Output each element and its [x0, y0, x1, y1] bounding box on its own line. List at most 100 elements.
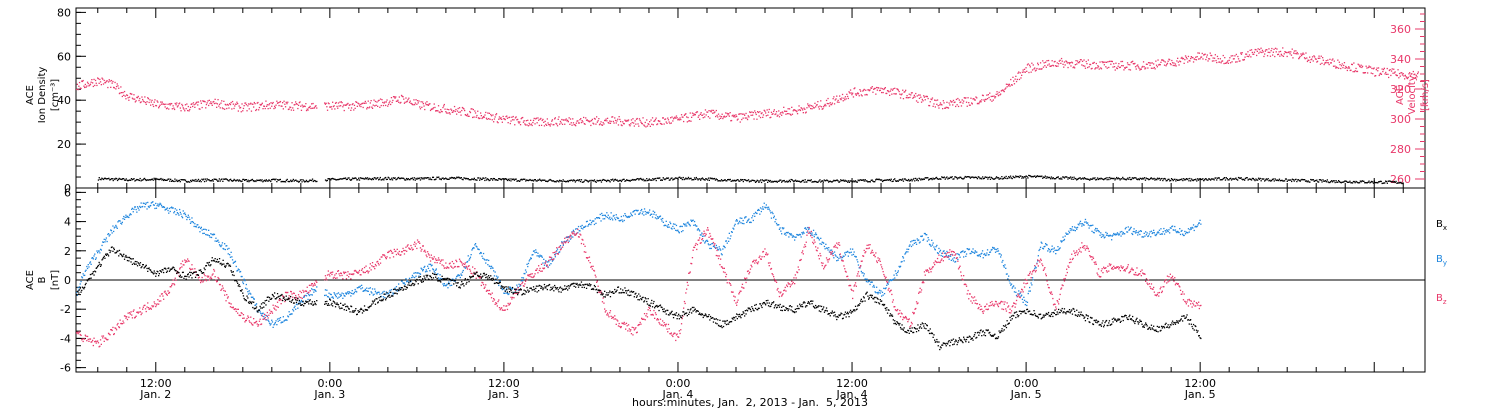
data-point	[1159, 179, 1161, 181]
data-point	[115, 88, 117, 90]
data-point	[484, 179, 486, 182]
data-point	[244, 102, 246, 104]
data-point	[1318, 181, 1320, 183]
data-point	[99, 252, 101, 254]
data-point	[1339, 181, 1341, 183]
data-point	[253, 298, 255, 300]
data-point	[685, 177, 687, 179]
data-point	[583, 123, 585, 125]
data-point	[356, 291, 358, 293]
data-point	[123, 90, 126, 93]
data-point	[175, 213, 177, 216]
data-point	[518, 122, 520, 124]
data-point	[725, 180, 727, 182]
data-point	[1042, 176, 1045, 178]
data-point	[385, 101, 387, 103]
data-point	[1332, 65, 1335, 67]
data-point	[915, 92, 917, 95]
data-point	[1052, 248, 1054, 250]
data-point	[777, 224, 779, 226]
data-point	[666, 225, 668, 227]
data-point	[1255, 49, 1257, 51]
data-point	[485, 179, 488, 181]
data-point	[232, 103, 234, 105]
data-point	[1162, 59, 1164, 61]
data-point	[1360, 64, 1362, 66]
data-point	[118, 220, 121, 222]
data-point	[1197, 52, 1199, 54]
data-point	[277, 179, 279, 181]
data-point	[243, 178, 245, 181]
data-point	[311, 103, 313, 105]
data-point	[1158, 63, 1161, 66]
data-point	[403, 98, 405, 100]
data-point	[411, 276, 413, 279]
data-point	[1330, 180, 1332, 183]
data-point	[1344, 180, 1347, 182]
data-point	[869, 89, 871, 91]
data-point	[521, 179, 523, 181]
data-point	[247, 291, 249, 293]
data-point	[378, 291, 380, 293]
data-point	[190, 180, 193, 183]
data-point	[702, 178, 704, 180]
data-point	[847, 95, 849, 98]
data-point	[276, 181, 278, 183]
data-point	[669, 221, 671, 223]
data-point	[837, 180, 839, 182]
data-point	[1150, 177, 1153, 179]
data-point	[775, 218, 777, 221]
data-point	[202, 100, 205, 103]
data-point	[840, 98, 842, 101]
data-point	[215, 237, 217, 239]
data-point	[224, 178, 227, 180]
data-point	[545, 180, 547, 182]
data-point	[171, 207, 173, 209]
data-point	[644, 121, 646, 124]
data-point	[163, 206, 166, 209]
data-point	[1087, 59, 1089, 61]
data-point	[386, 99, 388, 101]
data-point	[870, 87, 873, 89]
data-point	[471, 249, 473, 251]
data-point	[557, 180, 559, 182]
data-point	[227, 104, 229, 106]
data-point	[934, 99, 936, 101]
data-point	[1184, 55, 1187, 57]
data-point	[1109, 178, 1112, 180]
data-point	[1409, 72, 1411, 74]
data-point	[1060, 177, 1062, 179]
data-point	[383, 179, 385, 181]
data-point	[274, 105, 276, 107]
data-point	[1078, 177, 1080, 179]
data-point	[250, 179, 252, 182]
data-point	[1112, 178, 1114, 180]
data-point	[176, 179, 178, 181]
data-point	[1218, 177, 1220, 179]
data-point	[108, 79, 110, 81]
data-point	[1020, 295, 1022, 297]
data-point	[1239, 177, 1241, 179]
data-point	[761, 208, 763, 210]
data-point	[196, 224, 198, 226]
data-point	[177, 180, 180, 182]
data-point	[133, 178, 135, 180]
data-point	[370, 291, 372, 293]
data-point	[354, 177, 356, 179]
data-point	[881, 179, 883, 181]
data-point	[1021, 74, 1023, 76]
data-point	[479, 177, 482, 179]
data-point	[799, 109, 802, 112]
data-point	[92, 257, 94, 259]
data-point	[1114, 179, 1116, 181]
data-point	[313, 107, 315, 109]
data-point	[425, 177, 427, 179]
data-point	[396, 100, 398, 102]
data-point	[361, 284, 363, 286]
data-point	[726, 242, 728, 244]
data-point	[686, 178, 688, 180]
data-point	[1227, 60, 1229, 62]
data-point	[164, 179, 167, 181]
data-point	[1110, 63, 1112, 65]
data-point	[1063, 61, 1066, 63]
